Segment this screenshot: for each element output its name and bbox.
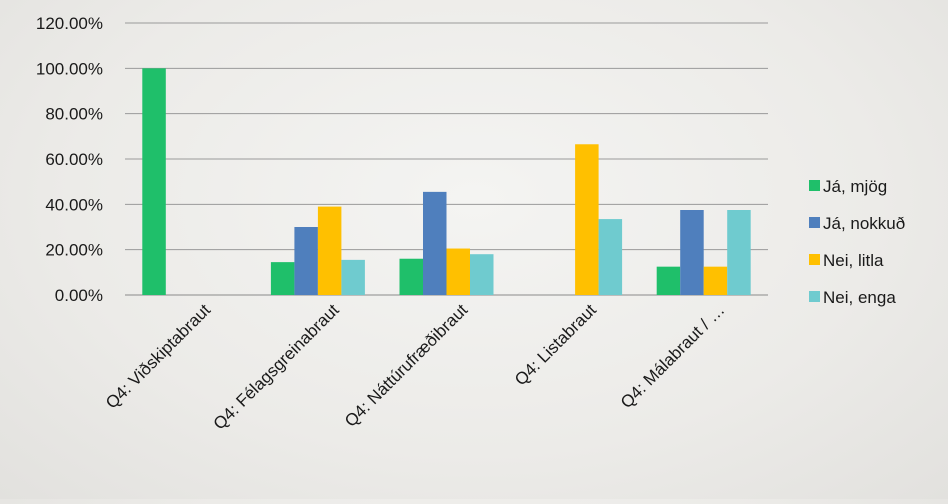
y-tick-label: 60.00% — [45, 150, 103, 169]
axes: 0.00% 20.00% 40.00% 60.00% 80.00% 100.00% 120.… — [36, 14, 729, 433]
y-tick-label: 120.00% — [36, 14, 103, 33]
x-tick-label: Q4: Félagsgreinabraut — [210, 300, 343, 433]
legend-swatch — [809, 180, 820, 191]
x-tick-label: Q4: Listabraut — [511, 300, 600, 389]
bar-2-5 — [680, 210, 704, 295]
bar-4-3 — [470, 254, 494, 295]
legend-label: Já, mjög — [823, 177, 887, 196]
bar-4-4 — [598, 219, 623, 295]
x-tick-label: Q4: Viðskiptabraut — [102, 300, 214, 412]
legend: Já, mjög Já, nokkuð Nei, litla Nei, enga — [809, 177, 905, 307]
bar-4-2 — [341, 259, 365, 295]
legend-swatch — [809, 291, 820, 302]
bars — [142, 68, 751, 295]
y-tick-label: 40.00% — [45, 195, 103, 214]
bar-1-3 — [399, 258, 423, 295]
bar-4-5 — [727, 210, 751, 295]
bar-2-2 — [294, 227, 318, 295]
legend-label: Já, nokkuð — [823, 214, 905, 233]
legend-swatch — [809, 217, 820, 228]
legend-swatch — [809, 254, 820, 265]
bar-2-3 — [423, 191, 447, 295]
y-tick-label: 100.00% — [36, 59, 103, 78]
bar-3-5 — [703, 266, 728, 295]
x-tick-label: Q4: Náttúrufræðibraut — [341, 300, 472, 431]
bar-1-2 — [270, 262, 295, 295]
x-tick-label: Q4: Málabraut / … — [617, 300, 729, 412]
y-tick-label: 20.00% — [45, 241, 103, 260]
legend-label: Nei, litla — [823, 251, 884, 270]
y-tick-label: 80.00% — [45, 105, 103, 124]
y-tick-label: 0.00% — [55, 286, 103, 305]
bar-3-3 — [446, 248, 470, 295]
bar-1-1 — [142, 68, 166, 295]
bar-3-2 — [317, 206, 342, 295]
bar-3-4 — [575, 144, 599, 295]
legend-label: Nei, enga — [823, 288, 896, 307]
bar-1-5 — [656, 266, 681, 295]
